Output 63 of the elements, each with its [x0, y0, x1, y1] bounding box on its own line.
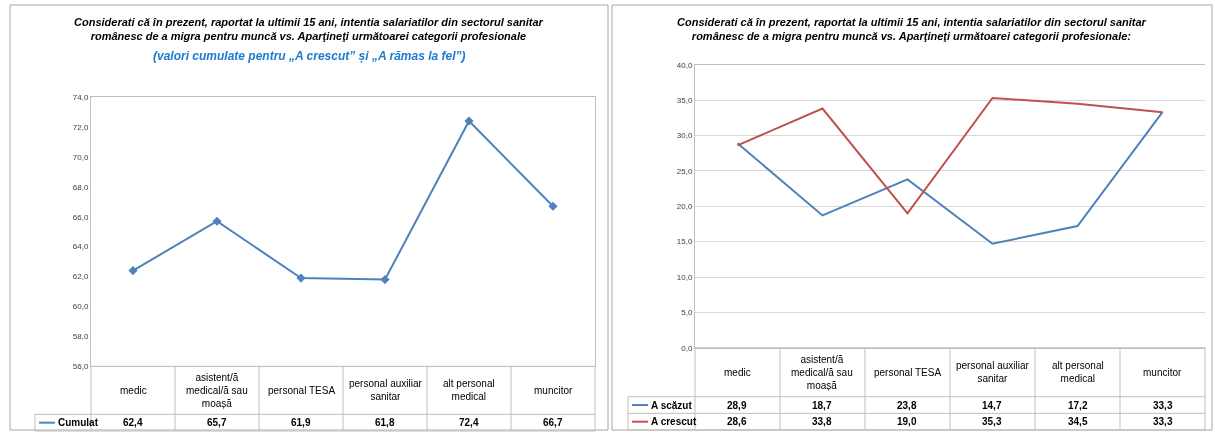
y-tick-label: 20,0 — [676, 202, 693, 212]
x-tick-label: medic — [724, 367, 751, 378]
data-label: 19,0 — [897, 416, 917, 427]
x-tick-label: asistent/ă medical/ă sau moașă — [186, 372, 248, 409]
y-tick-label: 5,0 — [681, 308, 693, 318]
data-label: 14,7 — [982, 400, 1002, 411]
x-tick-label: alt personal medical — [1052, 360, 1104, 384]
data-label: 17,2 — [1068, 400, 1088, 411]
y-tick-label: 60,0 — [72, 302, 89, 312]
y-tick-label: 25,0 — [676, 166, 693, 176]
line-series — [736, 96, 1164, 215]
legend-label: Cumulat — [58, 417, 99, 428]
point — [296, 273, 306, 283]
y-tick-label: 0,0 — [681, 343, 693, 353]
data-label: 61,8 — [375, 417, 395, 428]
chart-subtitle: (valori cumulate pentru „A crescut” și „A rămas la fel”) — [153, 49, 466, 63]
y-tick-label: 10,0 — [676, 272, 693, 282]
point — [464, 116, 474, 126]
y-tick-label: 15,0 — [676, 237, 693, 247]
x-tick-label: asistent/ă medical/ă sau moașă — [791, 354, 853, 391]
y-tick-label: 58,0 — [72, 332, 89, 342]
legend-label: A crescut — [651, 416, 697, 427]
chart-title: Considerati că în prezent, raportat la ultimii 15 ani, intentia salariatilor din sectorul sanitar românesc de a migra pentru muncă vs. Aparţineţi următoarei categorii profesionale — [74, 16, 544, 43]
data-label: 33,3 — [1153, 416, 1173, 427]
x-tick-label: personal TESA — [268, 385, 336, 396]
x-tick-label: personal auxiliar sanitar — [349, 378, 423, 402]
legend-label: A scăzut — [651, 400, 693, 411]
data-label: 62,4 — [123, 417, 143, 428]
data-label: 61,9 — [291, 417, 311, 428]
y-tick-label: 35,0 — [676, 95, 693, 105]
x-tick-label: personal auxiliar sanitar — [956, 360, 1030, 384]
x-tick-label: muncitor — [1143, 367, 1183, 378]
data-label: 66,7 — [543, 417, 563, 428]
x-tick-label: personal TESA — [874, 367, 942, 378]
y-tick-label: 66,0 — [72, 212, 89, 222]
data-label: 28,9 — [727, 400, 747, 411]
data-label: 35,3 — [982, 416, 1002, 427]
chart-title: Considerati că în prezent, raportat la ultimii 15 ani, intentia salariatilor din sectorul sanitar românesc de a migra pentru muncă vs. Aparţineţi următoarei categorii profesionale: — [677, 16, 1147, 43]
point — [212, 216, 222, 226]
x-tick-label: alt personal medical — [443, 378, 495, 402]
data-label: 72,4 — [459, 417, 479, 428]
data-label: 33,8 — [812, 416, 832, 427]
point — [380, 275, 390, 285]
data-label: 23,8 — [897, 400, 917, 411]
y-tick-label: 40,0 — [676, 60, 693, 70]
y-tick-label: 74,0 — [72, 92, 89, 102]
y-tick-label: 64,0 — [72, 242, 89, 252]
y-tick-label: 62,0 — [72, 272, 89, 282]
point — [128, 266, 138, 276]
data-label: 28,6 — [727, 416, 747, 427]
data-label: 65,7 — [207, 417, 227, 428]
y-tick-label: 72,0 — [72, 122, 89, 132]
x-tick-label: muncitor — [534, 385, 574, 396]
data-label: 18,7 — [812, 400, 832, 411]
data-label: 34,5 — [1068, 416, 1088, 427]
x-tick-label: medic — [120, 385, 147, 396]
point — [548, 201, 558, 211]
line-series — [736, 111, 1164, 245]
y-tick-label: 30,0 — [676, 131, 693, 141]
y-tick-label: 68,0 — [72, 182, 89, 192]
y-tick-label: 70,0 — [72, 152, 89, 162]
data-label: 33,3 — [1153, 400, 1173, 411]
y-tick-label: 56,0 — [72, 362, 89, 372]
